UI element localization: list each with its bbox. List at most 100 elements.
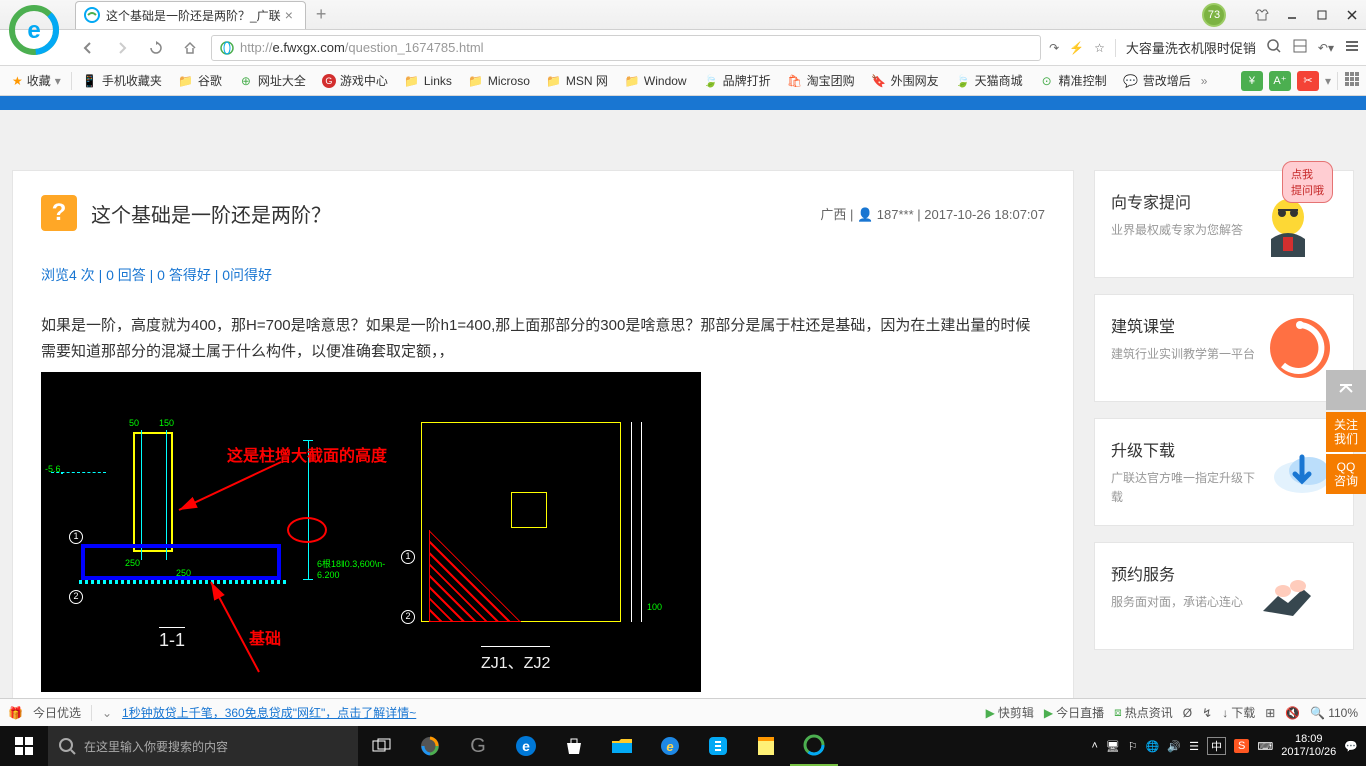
tray-icon[interactable]: ☰ bbox=[1189, 740, 1199, 753]
float-buttons: 关注 我们 QQ 咨询 bbox=[1326, 370, 1366, 496]
bookmark-item[interactable]: G游戏中心 bbox=[316, 70, 394, 91]
tray-sogou-icon[interactable]: S bbox=[1234, 739, 1249, 753]
forward-button[interactable] bbox=[109, 35, 135, 61]
share-icon[interactable]: ↷ bbox=[1049, 41, 1059, 55]
address-bar: http://e.fwxgx.com/question_1674785.html… bbox=[0, 30, 1366, 66]
bookmark-item[interactable]: 📁MSN 网 bbox=[540, 70, 614, 91]
edge-icon[interactable]: e bbox=[502, 726, 550, 766]
ext-translate-icon[interactable]: A⁺ bbox=[1269, 71, 1291, 91]
windows-taskbar: 在这里输入你要搜索的内容 G e e ˄ 🖥 ⚐ 🌐 🔊 ☰ 中 S ⌨ 18:… bbox=[0, 726, 1366, 766]
bookmark-item[interactable]: 📁Microso bbox=[462, 71, 536, 91]
bookmark-item[interactable]: 📁Links bbox=[398, 71, 458, 91]
minimize-button[interactable] bbox=[1278, 4, 1306, 26]
cad-diagram: -5.6 50 150 250 250 6根18‖0.3,600\n-6.200 bbox=[41, 372, 701, 692]
question-panel: ? 这个基础是一阶还是两阶？ 广西 | 👤 187*** | 2017-10-2… bbox=[12, 170, 1074, 698]
tray-icon[interactable]: ⚐ bbox=[1128, 740, 1138, 753]
bookmark-item[interactable]: 🍃品牌打折 bbox=[697, 70, 777, 91]
browser-logo[interactable]: e bbox=[0, 0, 68, 60]
question-meta: 广西 | 👤 187*** | 2017-10-26 18:07:07 bbox=[820, 204, 1045, 223]
sidebar-card-ask[interactable]: 点我 提问哦 向专家提问业界最权威专家为您解答 bbox=[1094, 170, 1354, 278]
url-input[interactable]: http://e.fwxgx.com/question_1674785.html bbox=[211, 35, 1041, 61]
status-block-icon[interactable]: Ø bbox=[1183, 706, 1192, 720]
taskbar-search[interactable]: 在这里输入你要搜索的内容 bbox=[48, 726, 358, 766]
gift-icon[interactable]: 🎁 bbox=[8, 706, 23, 720]
tray-icon[interactable]: 🖥 bbox=[1106, 740, 1120, 753]
site-icon bbox=[220, 41, 234, 55]
home-button[interactable] bbox=[177, 35, 203, 61]
tab-title: 这个基础是一阶还是两阶？_广联 bbox=[106, 7, 281, 24]
question-body: 如果是一阶，高度就为400，那H=700是啥意思？如果是一阶h1=400,那上面… bbox=[41, 313, 1045, 364]
taskbar-clock[interactable]: 18:092017/10/26 bbox=[1281, 733, 1336, 759]
status-fast-icon[interactable]: ↯ bbox=[1202, 706, 1212, 720]
qq-button[interactable]: QQ 咨询 bbox=[1326, 454, 1366, 494]
flash-icon[interactable]: ⚡ bbox=[1069, 41, 1084, 55]
bookmark-item[interactable]: 💬营改增后 bbox=[1117, 70, 1197, 91]
bookmark-item[interactable]: 📁Window bbox=[618, 71, 693, 91]
bookmarks-bar: ★收藏▾ 📱手机收藏夹 📁谷歌 ⊕网址大全 G游戏中心 📁Links 📁Micr… bbox=[0, 66, 1366, 96]
bookmark-item[interactable]: ⊕网址大全 bbox=[232, 70, 312, 91]
tray-keyboard-icon[interactable]: ⌨ bbox=[1257, 740, 1273, 753]
bookmark-item[interactable]: 🍃天猫商城 bbox=[949, 70, 1029, 91]
sidebar-card-course[interactable]: 建筑课堂建筑行业实训教学第一平台 bbox=[1094, 294, 1354, 402]
reload-button[interactable] bbox=[143, 35, 169, 61]
bookmark-item[interactable]: ⊙精准控制 bbox=[1033, 70, 1113, 91]
close-button[interactable] bbox=[1338, 4, 1366, 26]
today-label[interactable]: 今日优选 bbox=[33, 704, 81, 721]
app-icon[interactable] bbox=[694, 726, 742, 766]
status-download[interactable]: ↓下载 bbox=[1222, 704, 1255, 721]
status-tablet-icon[interactable]: ⊞ bbox=[1265, 706, 1275, 720]
search-icon[interactable] bbox=[1266, 38, 1282, 57]
ie-icon[interactable]: e bbox=[646, 726, 694, 766]
skin-icon[interactable] bbox=[1248, 4, 1276, 26]
bookmark-item[interactable]: 🔖外围网友 bbox=[865, 70, 945, 91]
status-live[interactable]: ▶今日直播 bbox=[1044, 704, 1104, 721]
status-hot[interactable]: ⧈热点资讯 bbox=[1114, 704, 1173, 721]
news-link[interactable]: 1秒钟放贷上千笔，360免息贷成"网红"，点击了解详情~ bbox=[122, 704, 416, 721]
promo-text[interactable]: 大容量洗衣机限时促销 bbox=[1126, 38, 1256, 57]
follow-button[interactable]: 关注 我们 bbox=[1326, 412, 1366, 452]
restore-icon[interactable]: ↶▾ bbox=[1318, 41, 1334, 55]
bookmark-item[interactable]: 🛍淘宝团购 bbox=[781, 70, 861, 91]
back-button[interactable] bbox=[75, 35, 101, 61]
tray-ime-icon[interactable]: 中 bbox=[1207, 737, 1226, 755]
tray-network-icon[interactable]: 🌐 bbox=[1146, 740, 1160, 753]
star-icon[interactable]: ☆ bbox=[1094, 41, 1105, 55]
ext-scissors-icon[interactable]: ✂ bbox=[1297, 71, 1319, 91]
sidebar-card-download[interactable]: 升级下载广联达官方唯一指定升级下载 bbox=[1094, 418, 1354, 526]
question-stats[interactable]: 浏览4 次 | 0 回答 | 0 答得好 | 0问得好 bbox=[41, 265, 1045, 285]
task-view-icon[interactable] bbox=[358, 726, 406, 766]
maximize-button[interactable] bbox=[1308, 4, 1336, 26]
360browser-icon[interactable] bbox=[790, 726, 838, 766]
bookmark-item[interactable]: 📱手机收藏夹 bbox=[76, 70, 168, 91]
question-badge-icon: ? bbox=[41, 195, 77, 231]
taskbar-apps: G e e bbox=[358, 726, 838, 766]
ext-grid-icon[interactable] bbox=[1344, 71, 1360, 90]
ext-shield-icon[interactable]: ¥ bbox=[1241, 71, 1263, 91]
bookmark-item[interactable]: 📁谷歌 bbox=[172, 70, 228, 91]
ext-dropdown[interactable]: ▾ bbox=[1325, 74, 1331, 88]
app-icon[interactable] bbox=[742, 726, 790, 766]
tab-close-icon[interactable]: × bbox=[281, 7, 297, 23]
browser-tab[interactable]: 这个基础是一阶还是两阶？_广联 × bbox=[75, 1, 306, 29]
zoom-control[interactable]: 🔍110% bbox=[1310, 706, 1358, 720]
start-button[interactable] bbox=[0, 726, 48, 766]
status-clip[interactable]: ▶快剪辑 bbox=[986, 704, 1034, 721]
tray-notifications-icon[interactable]: 💬 bbox=[1344, 740, 1358, 753]
sidebar-card-service[interactable]: 预约服务服务面对面，承诺心连心 bbox=[1094, 542, 1354, 650]
app-icon[interactable] bbox=[406, 726, 454, 766]
menu-button[interactable] bbox=[1344, 38, 1360, 57]
favorites-button[interactable]: ★收藏▾ bbox=[6, 70, 67, 91]
tray-volume-icon[interactable]: 🔊 bbox=[1167, 740, 1181, 753]
new-tab-button[interactable]: + bbox=[306, 4, 337, 25]
tray-up-icon[interactable]: ˄ bbox=[1091, 740, 1097, 752]
explorer-icon[interactable] bbox=[598, 726, 646, 766]
bookmark-overflow[interactable]: » bbox=[1201, 74, 1208, 88]
score-badge[interactable]: 73 bbox=[1202, 3, 1226, 27]
status-mute-icon[interactable]: 🔇 bbox=[1285, 706, 1300, 720]
app-icon[interactable]: G bbox=[454, 726, 502, 766]
news-chevron[interactable]: ⌄ bbox=[102, 706, 112, 720]
svg-text:e: e bbox=[27, 17, 40, 44]
store-icon[interactable] bbox=[550, 726, 598, 766]
scroll-top-button[interactable] bbox=[1326, 370, 1366, 410]
extension-icon[interactable] bbox=[1292, 38, 1308, 57]
